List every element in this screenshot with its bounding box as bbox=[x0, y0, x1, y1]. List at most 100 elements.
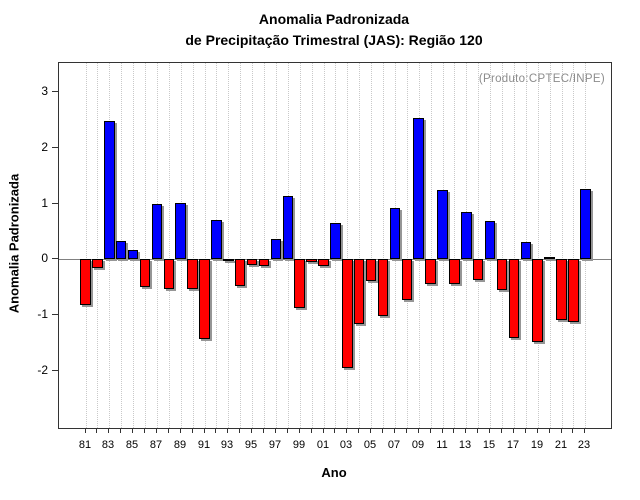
bar-02 bbox=[330, 223, 341, 259]
x-tick-05 bbox=[370, 428, 371, 433]
bar-08 bbox=[401, 259, 413, 300]
x-tick-17 bbox=[513, 428, 514, 433]
bar-05 bbox=[365, 259, 377, 281]
x-tick-84 bbox=[120, 428, 121, 433]
x-tick-label-11: 11 bbox=[436, 439, 448, 451]
gridline-93 bbox=[228, 63, 230, 428]
bar-96 bbox=[258, 259, 270, 266]
x-tick-13 bbox=[465, 428, 466, 433]
y-tick--2 bbox=[52, 370, 58, 371]
x-tick-15 bbox=[489, 428, 490, 433]
x-tick-23 bbox=[584, 428, 585, 433]
gridline-17 bbox=[513, 63, 515, 428]
bar-97 bbox=[270, 239, 282, 259]
x-tick-22 bbox=[572, 428, 573, 433]
bar-22 bbox=[568, 259, 579, 322]
x-tick-81 bbox=[85, 428, 86, 433]
x-tick-label-03: 03 bbox=[339, 439, 353, 451]
gridline-08 bbox=[406, 63, 408, 428]
y-tick-label--1: -1 bbox=[37, 307, 48, 321]
x-tick-label-81: 81 bbox=[78, 439, 92, 451]
bar-17 bbox=[508, 259, 520, 338]
x-tick-95 bbox=[251, 428, 252, 433]
x-tick-label-23: 23 bbox=[577, 439, 591, 451]
x-tick-14 bbox=[477, 428, 478, 433]
x-tick-83 bbox=[108, 428, 109, 433]
gridline-82 bbox=[97, 63, 99, 428]
gridline-20 bbox=[549, 63, 551, 428]
x-tick-02 bbox=[334, 428, 335, 433]
x-tick-label-13: 13 bbox=[458, 439, 472, 451]
x-tick-06 bbox=[382, 428, 383, 433]
x-tick-88 bbox=[168, 428, 169, 433]
gridline-85 bbox=[133, 63, 135, 428]
gridline-99 bbox=[299, 63, 301, 428]
bar-07 bbox=[389, 208, 401, 259]
x-tick-82 bbox=[96, 428, 97, 433]
gridline-88 bbox=[168, 63, 170, 428]
bar-86 bbox=[139, 259, 151, 287]
x-tick-91 bbox=[204, 428, 205, 433]
x-tick-89 bbox=[180, 428, 181, 433]
x-tick-label-99: 99 bbox=[292, 439, 306, 451]
bar-20 bbox=[544, 257, 555, 259]
x-tick-11 bbox=[442, 428, 443, 433]
bar-91 bbox=[199, 259, 210, 339]
bar-95 bbox=[246, 259, 258, 265]
y-tick-3 bbox=[52, 91, 58, 92]
bar-83 bbox=[104, 121, 115, 259]
bar-18 bbox=[520, 242, 532, 259]
x-tick-00 bbox=[311, 428, 312, 433]
bar-00 bbox=[306, 259, 317, 262]
y-tick-label-2: 2 bbox=[41, 140, 48, 154]
bar-89 bbox=[175, 203, 186, 259]
x-tick-label-05: 05 bbox=[363, 439, 377, 451]
y-tick-0 bbox=[52, 258, 58, 259]
x-tick-96 bbox=[263, 428, 264, 433]
bar-93 bbox=[223, 259, 234, 261]
x-tick-label-83: 83 bbox=[101, 439, 115, 451]
y-tick-label-1: 1 bbox=[41, 196, 48, 210]
gridline-10 bbox=[430, 63, 432, 428]
x-tick-20 bbox=[549, 428, 550, 433]
y-tick-2 bbox=[52, 147, 58, 148]
x-tick-label-21: 21 bbox=[554, 439, 568, 451]
bar-04 bbox=[353, 259, 365, 324]
gridline-21 bbox=[561, 63, 563, 428]
x-tick-16 bbox=[501, 428, 502, 433]
x-tick-label-89: 89 bbox=[173, 439, 187, 451]
y-tick-1 bbox=[52, 203, 58, 204]
x-tick-19 bbox=[537, 428, 538, 433]
bar-11 bbox=[437, 190, 448, 259]
gridline-94 bbox=[240, 63, 242, 428]
bar-81 bbox=[80, 259, 91, 305]
chart-title-line1: Anomalia Padronizada bbox=[258, 11, 410, 27]
gridline-03 bbox=[347, 63, 349, 428]
y-tick-label-0: 0 bbox=[41, 251, 48, 265]
bar-09 bbox=[413, 118, 424, 259]
y-tick--1 bbox=[52, 314, 58, 315]
gridline-95 bbox=[252, 63, 254, 428]
gridline-05 bbox=[371, 63, 373, 428]
plot-area bbox=[58, 62, 612, 429]
gridline-14 bbox=[478, 63, 480, 428]
x-tick-09 bbox=[418, 428, 419, 433]
x-tick-04 bbox=[358, 428, 359, 433]
y-tick-label--2: -2 bbox=[37, 363, 48, 377]
x-tick-label-85: 85 bbox=[125, 439, 139, 451]
y-tick-label-3: 3 bbox=[41, 84, 48, 98]
bar-06 bbox=[377, 259, 389, 316]
x-tick-01 bbox=[323, 428, 324, 433]
gridline-00 bbox=[311, 63, 313, 428]
x-tick-93 bbox=[227, 428, 228, 433]
x-tick-label-97: 97 bbox=[268, 439, 282, 451]
gridline-04 bbox=[359, 63, 361, 428]
gridline-01 bbox=[323, 63, 325, 428]
gridline-81 bbox=[85, 63, 87, 428]
x-tick-label-93: 93 bbox=[220, 439, 234, 451]
x-tick-97 bbox=[275, 428, 276, 433]
bar-21 bbox=[556, 259, 567, 320]
x-tick-label-87: 87 bbox=[149, 439, 163, 451]
bar-99 bbox=[294, 259, 305, 308]
